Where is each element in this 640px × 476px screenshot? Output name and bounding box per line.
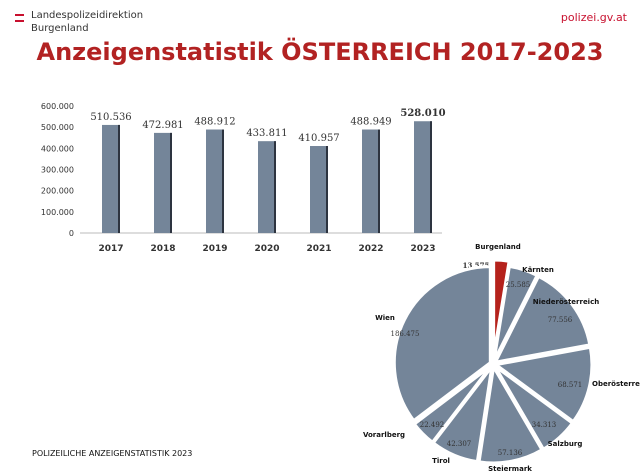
x-tick-label: 2022 xyxy=(358,244,383,254)
y-tick-label: 100.000 xyxy=(41,208,74,217)
page-title: Anzeigenstatistik ÖSTERREICH 2017-2023 xyxy=(36,38,604,66)
pie-value-label: 25.585 xyxy=(506,281,531,289)
pie-name-label: Wien xyxy=(375,314,395,322)
bar-data-label: 410.957 xyxy=(298,133,339,144)
bar-data-label: 488.949 xyxy=(350,117,391,128)
pie-value-label: 57.136 xyxy=(498,449,523,457)
pie-name-label: Steiermark xyxy=(488,465,532,473)
bar-data-label: 433.811 xyxy=(246,128,287,139)
org-region: Burgenland xyxy=(31,23,89,34)
y-tick-label: 300.000 xyxy=(41,166,74,175)
pie-value-label: 22.492 xyxy=(420,421,445,429)
austria-flag-logo-icon xyxy=(15,14,24,22)
y-tick-label: 500.000 xyxy=(41,123,74,132)
pie-name-label: Kärnten xyxy=(522,266,554,274)
bar-shadow xyxy=(170,132,172,233)
bar-shadow xyxy=(118,124,120,233)
pie-slice-Niederösterreich xyxy=(492,274,592,365)
x-tick-label: 2023 xyxy=(410,244,435,254)
bar-2019 xyxy=(206,129,224,233)
pie-name-label: Salzburg xyxy=(548,440,583,448)
y-tick-label: 0 xyxy=(69,229,74,238)
bar-data-label: 472.981 xyxy=(142,120,183,131)
pie-slice-Vorarlberg xyxy=(412,364,493,445)
bar-2020 xyxy=(258,141,276,233)
pie-slice-Wien xyxy=(392,265,492,423)
pie-slice-Oberösterreich xyxy=(492,345,594,424)
pie-value-label: 77.556 xyxy=(548,316,573,324)
pie-name-label: Tirol xyxy=(432,457,450,465)
pie-value-label: 186.475 xyxy=(391,330,420,338)
bar-data-label: 528.010 xyxy=(400,108,445,119)
bar-shadow xyxy=(326,146,328,233)
bar-data-label: 510.536 xyxy=(90,112,131,123)
bar-shadow xyxy=(378,129,380,233)
x-tick-label: 2019 xyxy=(202,244,227,254)
pie-value-label: 42.307 xyxy=(447,440,472,448)
org-name: Landespolizeidirektion xyxy=(31,10,144,21)
y-tick-label: 600.000 xyxy=(41,102,74,111)
y-tick-label: 200.000 xyxy=(41,187,74,196)
website-link[interactable]: polizei.gv.at xyxy=(560,11,627,24)
pie-name-label: Vorarlberg xyxy=(363,431,405,439)
y-tick-label: 400.000 xyxy=(41,144,74,153)
pie-value-label: 13.575 xyxy=(463,261,490,270)
x-tick-label: 2018 xyxy=(150,244,175,254)
pie-value-label: 34.313 xyxy=(532,421,557,429)
pie-name-label: Oberösterreich xyxy=(592,380,640,388)
footer-text: POLIZEILICHE ANZEIGENSTATISTIK 2023 xyxy=(32,449,193,458)
pie-name-label: Burgenland xyxy=(475,243,521,251)
bar-2021 xyxy=(310,146,328,233)
pie-slice-Kärnten xyxy=(492,264,540,362)
bar-2022 xyxy=(362,129,380,233)
bar-shadow xyxy=(430,121,432,233)
bar-shadow xyxy=(222,129,224,233)
pie-name-label: Niederösterreich xyxy=(533,298,599,306)
bar-2017 xyxy=(102,124,120,233)
x-tick-label: 2020 xyxy=(254,244,279,254)
bar-2023 xyxy=(414,121,432,233)
x-tick-label: 2017 xyxy=(98,244,123,254)
bar-2018 xyxy=(154,132,172,233)
pie-slice-Salzburg xyxy=(493,365,575,452)
x-tick-label: 2021 xyxy=(306,244,331,254)
bar-data-label: 488.912 xyxy=(194,117,235,128)
bar-shadow xyxy=(274,141,276,233)
pie-value-label: 68.571 xyxy=(558,381,583,389)
pie-slice-Steiermark xyxy=(477,362,545,465)
